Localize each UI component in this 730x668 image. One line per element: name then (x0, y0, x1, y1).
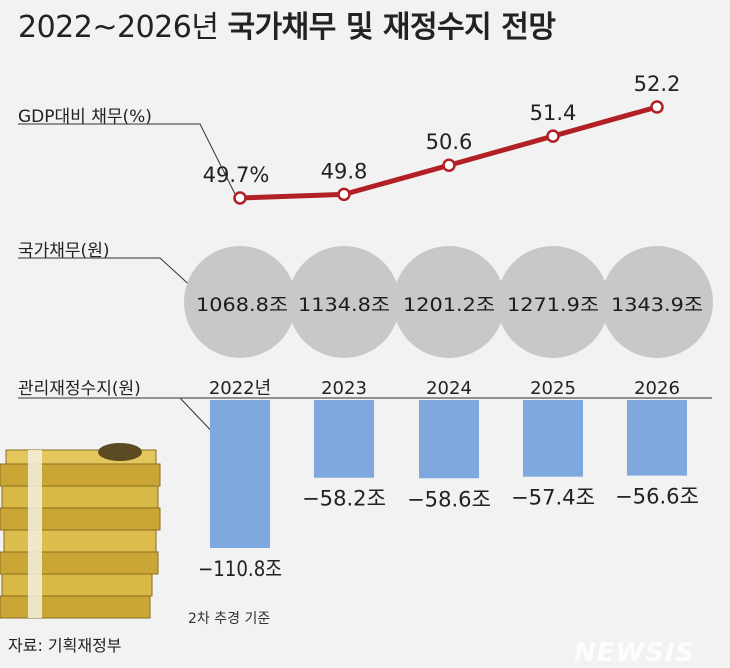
debt-data-label: 1271.9조 (507, 294, 599, 316)
year-tick-label: 2022년 (209, 378, 271, 399)
watermark-logo: NEWSIS (574, 638, 696, 668)
debt-data-label: 1343.9조 (611, 294, 703, 316)
balance-data-label: −58.6조 (407, 487, 491, 511)
source-text: 자료: 기획재정부 (8, 636, 122, 655)
gdp-ratio-data-label: 52.2 (634, 72, 681, 96)
year-tick-label: 2023 (321, 378, 367, 399)
debt-data-label: 1068.8조 (196, 294, 288, 316)
gdp-ratio-point (546, 129, 560, 143)
title-main: 국가채무 및 재정수지 전망 (227, 10, 556, 45)
debt-bubble (497, 246, 609, 358)
title-prefix: 2022~2026년 (18, 10, 219, 45)
page-title: 2022~2026년 국가채무 및 재정수지 전망 (18, 2, 556, 46)
balance-data-label: −57.4조 (511, 486, 595, 510)
debt-bubble (601, 246, 713, 358)
debt-bubble (184, 246, 296, 358)
gdp-ratio-data-label: 51.4 (530, 101, 577, 125)
debt-label: 국가채무(원) (18, 241, 110, 261)
balance-leader-line (18, 397, 221, 441)
balance-bar (627, 400, 687, 476)
gdp-ratio-point (233, 191, 247, 205)
gdp-ratio-data-label: 49.8 (321, 159, 368, 183)
gdp-ratio-point (337, 187, 351, 202)
year-tick-label: 2025 (530, 378, 576, 399)
balance-data-label: −58.2조 (302, 487, 386, 511)
gdp-ratio-point (442, 158, 456, 172)
note-text: 2차 추경 기준 (188, 611, 271, 627)
debt-bubble (393, 246, 505, 358)
gdp-ratio-label: GDP대비 채무(%) (18, 107, 152, 127)
balance-label: 관리재정수지(원) (18, 379, 141, 399)
money-stack-illustration (0, 443, 161, 619)
gdp-ratio-data-label: 49.7% (203, 163, 270, 187)
balance-bar (419, 400, 479, 479)
balance-bar (523, 400, 583, 477)
debt-leader-line (18, 257, 196, 291)
gdp-leader-line (18, 123, 237, 197)
balance-data-label: −56.6조 (615, 485, 699, 509)
debt-data-label: 1134.8조 (298, 294, 390, 316)
gdp-ratio-point (650, 100, 664, 114)
year-tick-label: 2026 (634, 378, 680, 399)
balance-bar (210, 400, 270, 548)
balance-bar (314, 400, 374, 478)
debt-data-label: 1201.2조 (403, 294, 495, 316)
year-tick-label: 2024 (426, 378, 472, 399)
balance-data-label: −110.8조 (198, 557, 282, 581)
debt-bubble (288, 246, 400, 358)
gdp-ratio-data-label: 50.6 (426, 130, 473, 154)
